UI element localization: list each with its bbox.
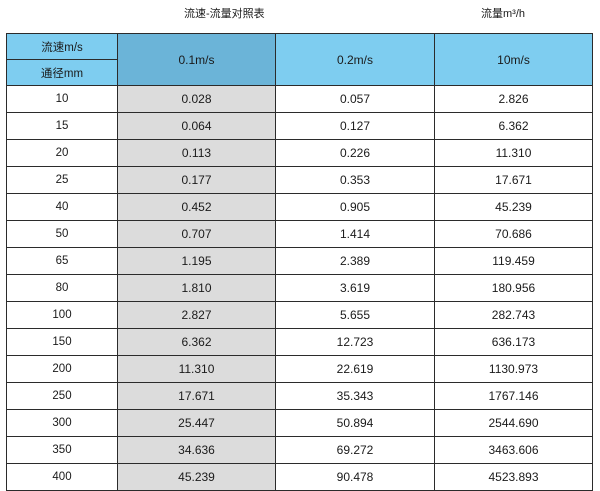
cell-flow-value: 0.127: [275, 112, 435, 140]
column-header-1: 0.2m/s: [275, 33, 435, 86]
cell-flow-value: 1130.973: [434, 355, 593, 383]
cell-nominal-diameter: 300: [6, 409, 118, 437]
cell-flow-value: 1.195: [117, 247, 276, 275]
cell-flow-value: 22.619: [275, 355, 435, 383]
header-row-top: 流速m/s 0.1m/s 0.2m/s 10m/s: [6, 33, 593, 86]
cell-flow-value: 1.414: [275, 220, 435, 248]
table-body: 10 0.028 0.057 2.826 15 0.064 0.127 6.362 20 0.11…: [6, 85, 593, 491]
cell-nominal-diameter: 20: [6, 139, 118, 167]
cell-nominal-diameter: 10: [6, 85, 118, 113]
table-row: 250 17.671 35.343 1767.146: [6, 382, 593, 410]
cell-flow-value: 1767.146: [434, 382, 593, 410]
table-row: 200 11.310 22.619 1130.973: [6, 355, 593, 383]
cell-flow-value: 25.447: [117, 409, 276, 437]
cell-flow-value: 12.723: [275, 328, 435, 356]
cell-flow-value: 4523.893: [434, 463, 593, 491]
cell-flow-value: 35.343: [275, 382, 435, 410]
cell-flow-value: 180.956: [434, 274, 593, 302]
table-row: 80 1.810 3.619 180.956: [6, 274, 593, 302]
cell-flow-value: 636.173: [434, 328, 593, 356]
table-row: 25 0.177 0.353 17.671: [6, 166, 593, 194]
cell-flow-value: 0.057: [275, 85, 435, 113]
cell-flow-value: 0.226: [275, 139, 435, 167]
cell-flow-value: 119.459: [434, 247, 593, 275]
cell-flow-value: 17.671: [434, 166, 593, 194]
table-row: 400 45.239 90.478 4523.893: [6, 463, 593, 491]
cell-nominal-diameter: 40: [6, 193, 118, 221]
cell-flow-value: 3463.606: [434, 436, 593, 464]
cell-flow-value: 11.310: [434, 139, 593, 167]
cell-flow-value: 11.310: [117, 355, 276, 383]
corner-header-diameter-label: 通径mm: [6, 59, 118, 86]
table-row: 15 0.064 0.127 6.362: [6, 112, 593, 140]
cell-flow-value: 2.827: [117, 301, 276, 329]
cell-flow-value: 0.707: [117, 220, 276, 248]
column-header-0: 0.1m/s: [117, 33, 276, 86]
cell-nominal-diameter: 250: [6, 382, 118, 410]
header-row-bottom: 通径mm: [6, 59, 593, 86]
corner-header-velocity-label: 流速m/s: [6, 33, 118, 60]
cell-flow-value: 34.636: [117, 436, 276, 464]
cell-flow-value: 90.478: [275, 463, 435, 491]
cell-flow-value: 2544.690: [434, 409, 593, 437]
table-row: 50 0.707 1.414 70.686: [6, 220, 593, 248]
cell-nominal-diameter: 150: [6, 328, 118, 356]
table-row: 10 0.028 0.057 2.826: [6, 85, 593, 113]
cell-flow-value: 0.905: [275, 193, 435, 221]
cell-flow-value: 17.671: [117, 382, 276, 410]
cell-flow-value: 282.743: [434, 301, 593, 329]
cell-flow-value: 6.362: [434, 112, 593, 140]
cell-flow-value: 45.239: [117, 463, 276, 491]
table-row: 300 25.447 50.894 2544.690: [6, 409, 593, 437]
cell-flow-value: 50.894: [275, 409, 435, 437]
cell-nominal-diameter: 80: [6, 274, 118, 302]
cell-flow-value: 2.826: [434, 85, 593, 113]
flow-unit-caption: 流量m³/h: [481, 8, 525, 20]
table-row: 65 1.195 2.389 119.459: [6, 247, 593, 275]
column-header-2: 10m/s: [434, 33, 593, 86]
cell-nominal-diameter: 100: [6, 301, 118, 329]
flow-velocity-table-wrapper: 流速m/s 0.1m/s 0.2m/s 10m/s 通径mm 10 0.028 0.…: [6, 33, 593, 491]
table-row: 100 2.827 5.655 282.743: [6, 301, 593, 329]
table-row: 150 6.362 12.723 636.173: [6, 328, 593, 356]
table-header: 流速m/s 0.1m/s 0.2m/s 10m/s 通径mm: [6, 33, 593, 86]
table-title: 流速-流量对照表: [184, 8, 265, 20]
caption-strip: 流速-流量对照表 流量m³/h: [0, 0, 600, 31]
cell-nominal-diameter: 15: [6, 112, 118, 140]
cell-flow-value: 0.028: [117, 85, 276, 113]
cell-flow-value: 45.239: [434, 193, 593, 221]
cell-flow-value: 3.619: [275, 274, 435, 302]
cell-nominal-diameter: 350: [6, 436, 118, 464]
cell-nominal-diameter: 25: [6, 166, 118, 194]
cell-flow-value: 0.353: [275, 166, 435, 194]
table-row: 40 0.452 0.905 45.239: [6, 193, 593, 221]
cell-flow-value: 0.064: [117, 112, 276, 140]
cell-flow-value: 1.810: [117, 274, 276, 302]
cell-nominal-diameter: 200: [6, 355, 118, 383]
cell-flow-value: 0.177: [117, 166, 276, 194]
flow-velocity-table: 流速m/s 0.1m/s 0.2m/s 10m/s 通径mm 10 0.028 0.…: [6, 33, 593, 491]
table-row: 20 0.113 0.226 11.310: [6, 139, 593, 167]
cell-flow-value: 2.389: [275, 247, 435, 275]
cell-nominal-diameter: 50: [6, 220, 118, 248]
cell-nominal-diameter: 400: [6, 463, 118, 491]
cell-flow-value: 6.362: [117, 328, 276, 356]
cell-flow-value: 0.452: [117, 193, 276, 221]
cell-flow-value: 69.272: [275, 436, 435, 464]
table-row: 350 34.636 69.272 3463.606: [6, 436, 593, 464]
cell-nominal-diameter: 65: [6, 247, 118, 275]
cell-flow-value: 70.686: [434, 220, 593, 248]
cell-flow-value: 5.655: [275, 301, 435, 329]
cell-flow-value: 0.113: [117, 139, 276, 167]
